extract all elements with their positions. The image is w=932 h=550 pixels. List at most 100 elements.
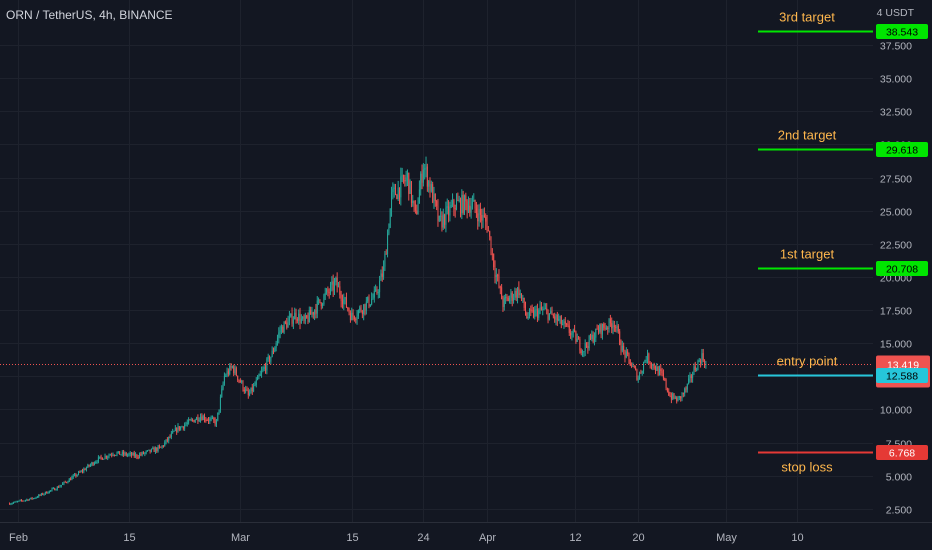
candle-body [18,500,20,502]
candle-body [462,194,464,213]
candle-body [641,370,643,373]
3rd-target-price-badge[interactable] [876,24,928,39]
candle-body [395,187,397,195]
candle-body [303,316,305,321]
candle-body [182,426,184,429]
candle-body [345,297,347,308]
candle-body [227,371,229,374]
candle-body [596,328,598,330]
candle-body [109,454,111,456]
candle-body [621,345,623,351]
candle-body [81,470,83,472]
candle-body [43,493,45,495]
candle-body [75,474,77,477]
candle-body [129,453,131,455]
candle-body [522,297,524,299]
price-tick-label: 15.000 [880,339,912,351]
candle-body [604,327,606,330]
price-tick-label: 17.500 [880,306,912,318]
candle-body [247,390,249,396]
candle-body [150,448,152,452]
candle-body [505,297,507,299]
candle-body [88,464,90,466]
candle-body [324,292,326,296]
symbol-name[interactable]: ORN / TetherUS [6,8,93,22]
candle-body [700,360,702,364]
candle-body [337,286,339,288]
candle-body [351,312,353,321]
candle-body [304,315,306,321]
candle-body [322,304,324,307]
candle-body [226,371,228,376]
candle-body [140,454,142,456]
candle-body [91,462,93,465]
candle-body [194,419,196,423]
candle-body [332,281,334,291]
candle-body [685,388,687,390]
candle-body [414,204,416,211]
candle-body [60,484,62,487]
stop-loss-price-badge[interactable] [876,445,928,460]
candle-body [678,396,680,398]
candle-body [250,387,252,394]
candle-body [531,310,533,312]
1st-target-price-badge[interactable] [876,261,928,276]
candle-body [429,181,431,192]
time-tick-label: 10 [791,532,803,544]
candle-body [385,253,387,255]
candle-body [295,312,297,319]
candle-body [170,433,172,437]
candle-body [616,325,618,328]
entry-point-price-badge[interactable] [876,368,928,383]
candle-body [209,418,211,422]
time-axis[interactable]: Feb 15 Mar 15 24 Apr 12 20 May 10 [0,522,932,545]
candle-body [410,181,412,203]
2nd-target-price-badge[interactable] [876,142,928,157]
candle-body [180,426,182,430]
candle-body [251,387,253,392]
candle-body [595,328,597,338]
candle-body [487,229,489,232]
candle-body [543,308,545,310]
candle-body [70,478,72,481]
stop-loss-price-value: 6.768 [889,448,915,460]
candle-body [438,215,440,221]
candle-body [258,375,260,377]
trade-levels: 3rd target 2nd target 1st target entry poin… [0,10,873,475]
candle-body [456,200,458,210]
candle-body [457,200,459,202]
candle-body [245,389,247,392]
candle-body [424,168,426,170]
candle-body [441,215,443,228]
candle-body [542,308,544,310]
candle-body [339,286,341,295]
candle-body [600,324,602,335]
candle-body [62,483,64,485]
candle-body [202,416,204,420]
interval-label[interactable]: 4h [92,8,112,22]
candle-body [300,318,302,323]
price-axis[interactable]: 2.5005.0007.50010.00012.50015.00017.5002… [873,0,932,550]
candle-body [546,308,548,311]
candle-body [436,201,438,206]
candle-body [471,201,473,207]
candle-body [74,474,76,476]
candle-body [186,422,188,425]
candle-body [72,475,74,478]
price-tick-label: 35.000 [880,74,912,86]
candle-body [363,304,365,315]
candle-body [388,227,390,234]
candle-body [189,419,191,421]
candle-body [583,351,585,353]
candle-body [639,372,641,379]
candle-body [307,317,309,322]
candle-body [515,290,517,298]
candle-body [310,309,312,315]
candle-body [101,457,103,460]
candle-body [64,481,66,483]
candle-body [651,364,653,366]
candle-body [446,206,448,208]
candle-body [272,350,274,352]
candle-body [312,312,314,315]
